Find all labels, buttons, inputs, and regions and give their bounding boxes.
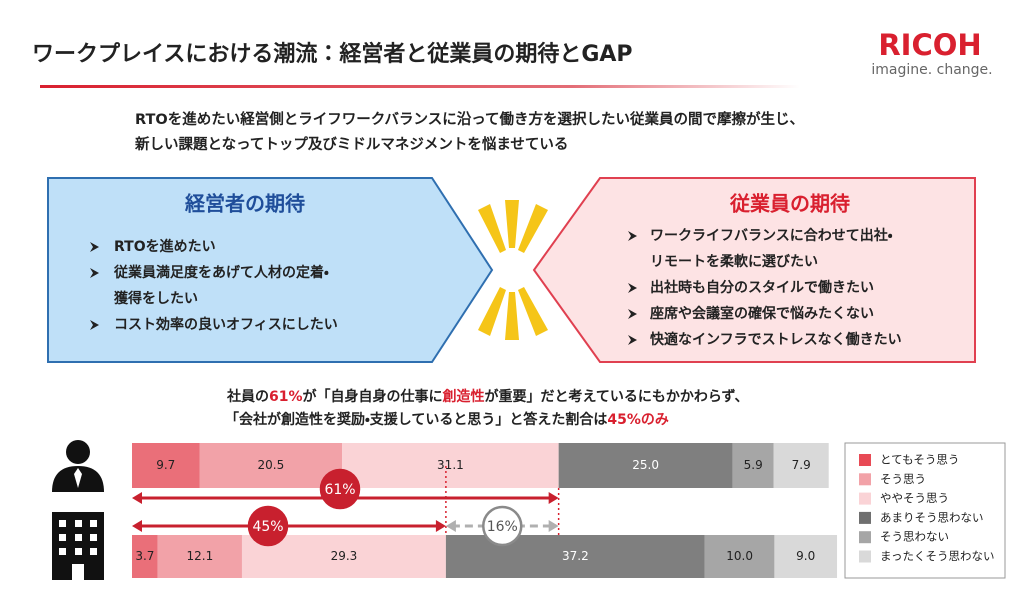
bar-segment — [342, 443, 559, 488]
bullet-text: ワークライフバランスに合わせて出社・ — [650, 227, 893, 244]
person-icon — [52, 440, 104, 492]
finding-segment: 「会社が創造性を奨励・支援していると思う」と答えた割合は — [225, 411, 607, 428]
legend-label: まったくそう思わない — [880, 549, 995, 563]
annotation-label: 16% — [487, 519, 518, 535]
finding-segment: が「自身自身の仕事に — [303, 388, 443, 405]
manager-panel — [47, 177, 494, 363]
bar-segment — [445, 535, 705, 578]
finding-segment: 45%のみ — [607, 412, 669, 428]
bar-segment — [704, 535, 775, 578]
value-label: 10.0 — [726, 549, 753, 563]
legend-swatch — [859, 511, 871, 524]
bullet-marker — [90, 242, 99, 252]
panel-title: 従業員の期待 — [729, 192, 850, 216]
bullet-text: 座席や会議室の確保で悩みたくない — [650, 305, 874, 322]
value-label: 20.5 — [257, 458, 284, 472]
bar-segment — [199, 443, 343, 488]
logo: RICOH — [878, 28, 981, 62]
annotation-circle — [319, 468, 361, 510]
tagline: imagine. change. — [871, 62, 992, 78]
finding-segment: 61% — [269, 389, 303, 405]
bar-segment — [132, 535, 158, 578]
finding-line: 「会社が創造性を奨励・支援していると思う」と答えた割合は45%のみ — [225, 411, 669, 428]
legend-label: そう思わない — [880, 530, 949, 544]
bullet-marker — [628, 309, 637, 319]
bullet-marker — [628, 283, 637, 293]
value-label: 12.1 — [187, 549, 214, 563]
bullet-text: 出社時も自分のスタイルで働きたい — [650, 279, 874, 296]
bullet-marker — [90, 268, 99, 278]
legend-label: そう思う — [880, 472, 926, 486]
legend-swatch — [859, 473, 871, 486]
intro-line: RTOを進めたい経営側とライフワークバランスに沿って働き方を選択したい従業員の間… — [135, 110, 804, 128]
value-label: 37.2 — [562, 549, 589, 563]
bullet-text: コスト効率の良いオフィスにしたい — [114, 316, 338, 333]
annotation-label: 45% — [252, 519, 283, 535]
arrow-head — [435, 520, 446, 532]
legend-swatch — [859, 454, 871, 466]
arrow-head — [548, 520, 559, 532]
intro-line: 新しい課題となってトップ及びミドルマネジメントを悩ませている — [134, 135, 568, 153]
panel-title: 経営者の期待 — [184, 192, 305, 216]
bar-segment — [774, 535, 838, 578]
annotation-circle — [247, 505, 289, 547]
bar-segment — [157, 535, 242, 578]
finding-segment: 社員の — [226, 388, 269, 405]
value-label: 3.7 — [135, 549, 154, 563]
bullet-text: 従業員満足度をあげて人材の定着・ — [113, 264, 329, 281]
bar-segment — [132, 443, 200, 488]
value-label: 31.1 — [437, 458, 464, 472]
bullet-text: リモートを柔軟に選びたい — [650, 253, 818, 270]
legend-swatch — [859, 550, 871, 563]
bar-segment — [558, 443, 733, 488]
value-label: 9.0 — [796, 549, 815, 563]
building-icon — [52, 512, 104, 580]
finding-line: 社員の61%が「自身自身の仕事に創造性が重要」だと考えているにもかかわらず、 — [226, 388, 749, 405]
bullet-marker — [628, 231, 637, 241]
bar-segment — [732, 443, 774, 488]
title: ワークプレイスにおける潮流：経営者と従業員の期待とGAP — [32, 41, 633, 67]
legend-swatch — [859, 492, 871, 505]
legend-box — [844, 442, 1006, 579]
bullet-text: RTOを進めたい — [114, 238, 216, 255]
legend-label: ややそう思う — [880, 491, 949, 505]
value-label: 29.3 — [331, 549, 358, 563]
finding-segment: 創造性 — [443, 388, 485, 405]
arrow-head — [132, 492, 142, 504]
bullet-marker — [90, 320, 99, 330]
legend-swatch — [859, 531, 871, 544]
bullet-text: 快適なインフラでストレスなく働きたい — [650, 331, 902, 348]
title-underline — [40, 85, 800, 88]
legend-label: とてもそう思う — [880, 453, 959, 467]
value-label: 9.7 — [156, 458, 175, 472]
value-label: 5.9 — [744, 458, 763, 472]
arrow-head — [548, 492, 559, 504]
annotation-label: 61% — [324, 482, 355, 498]
bullet-marker — [628, 335, 637, 345]
annotation-circle — [482, 505, 523, 547]
arrow-head — [445, 520, 456, 532]
finding-segment: が重要」だと考えているにもかかわらず、 — [485, 388, 749, 405]
clash-burst — [478, 200, 548, 340]
arrow-head — [132, 520, 142, 532]
employee-panel — [532, 177, 976, 363]
legend-label: あまりそう思わない — [880, 510, 984, 524]
value-label: 25.0 — [632, 458, 659, 472]
bar-segment — [773, 443, 829, 488]
value-label: 7.9 — [792, 458, 811, 472]
bullet-text: 獲得をしたい — [113, 290, 198, 307]
